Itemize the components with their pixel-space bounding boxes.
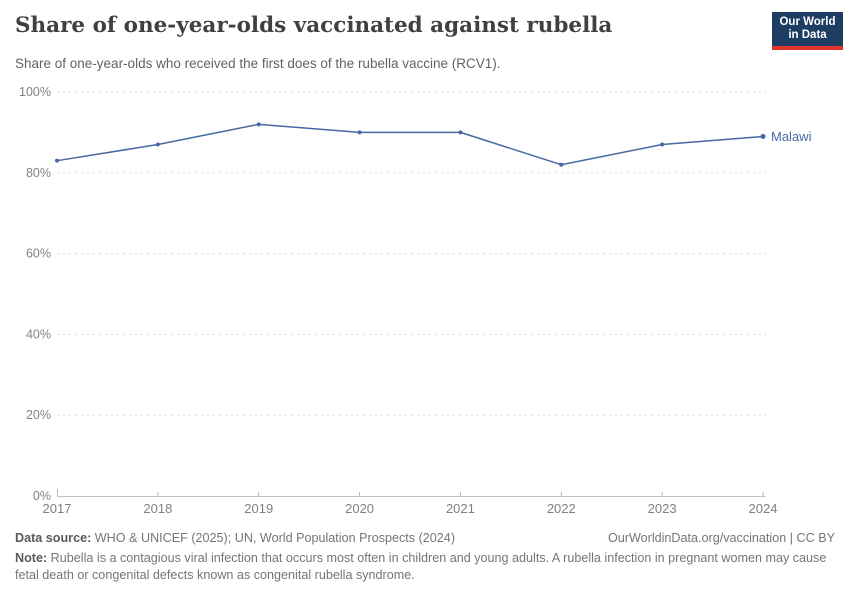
series-line [56,123,764,166]
data-point[interactable] [760,133,766,139]
chart-subtitle: Share of one-year-olds who received the … [15,56,501,71]
note-value: Rubella is a contagious viral infection … [15,551,827,582]
data-source-text: Data source: WHO & UNICEF (2025); UN, Wo… [15,531,455,545]
data-point[interactable] [256,122,261,127]
y-tick-label: 0% [33,489,51,503]
x-tick-label: 2024 [749,501,778,516]
chart-footer: Data source: WHO & UNICEF (2025); UN, Wo… [15,531,835,583]
line-chart[interactable]: 0% 20% 40% 60% 80% 100% 2017 2018 2019 2020 2021 20… [0,78,850,528]
chart-note: Note: Rubella is a contagious viral infe… [15,550,835,583]
data-point[interactable] [357,130,362,135]
y-tick-label: 20% [26,408,51,422]
data-point[interactable] [458,130,463,135]
data-source-label: Data source: [15,531,92,545]
series-end-label: Malawi [771,129,812,144]
data-point[interactable] [660,142,665,147]
note-label: Note: [15,551,48,565]
page-title: Share of one-year-olds vaccinated agains… [15,13,613,38]
x-tick-label: 2019 [244,501,273,516]
license-link[interactable]: OurWorldinData.org/vaccination | CC BY [607,531,835,545]
y-tick-label: 40% [26,327,51,341]
x-tick-label: 2021 [446,501,475,516]
data-point[interactable] [155,142,160,147]
x-tick-label: 2023 [648,501,677,516]
y-tick-label: 60% [26,247,51,261]
data-point[interactable] [559,162,564,167]
owid-logo-line1: Our World [779,16,836,28]
y-tick-label: 100% [19,85,51,99]
data-point[interactable] [55,158,59,163]
x-tick-label: 2018 [143,501,172,516]
data-source-value: WHO & UNICEF (2025); UN, World Populatio… [91,531,456,545]
x-tick-label: 2017 [43,501,72,516]
y-tick-label: 80% [26,166,51,180]
x-tick-label: 2022 [547,501,576,516]
owid-logo-line2: in Data [788,29,827,41]
owid-logo[interactable]: Our World in Data [772,12,843,50]
x-tick-label: 2020 [345,501,374,516]
